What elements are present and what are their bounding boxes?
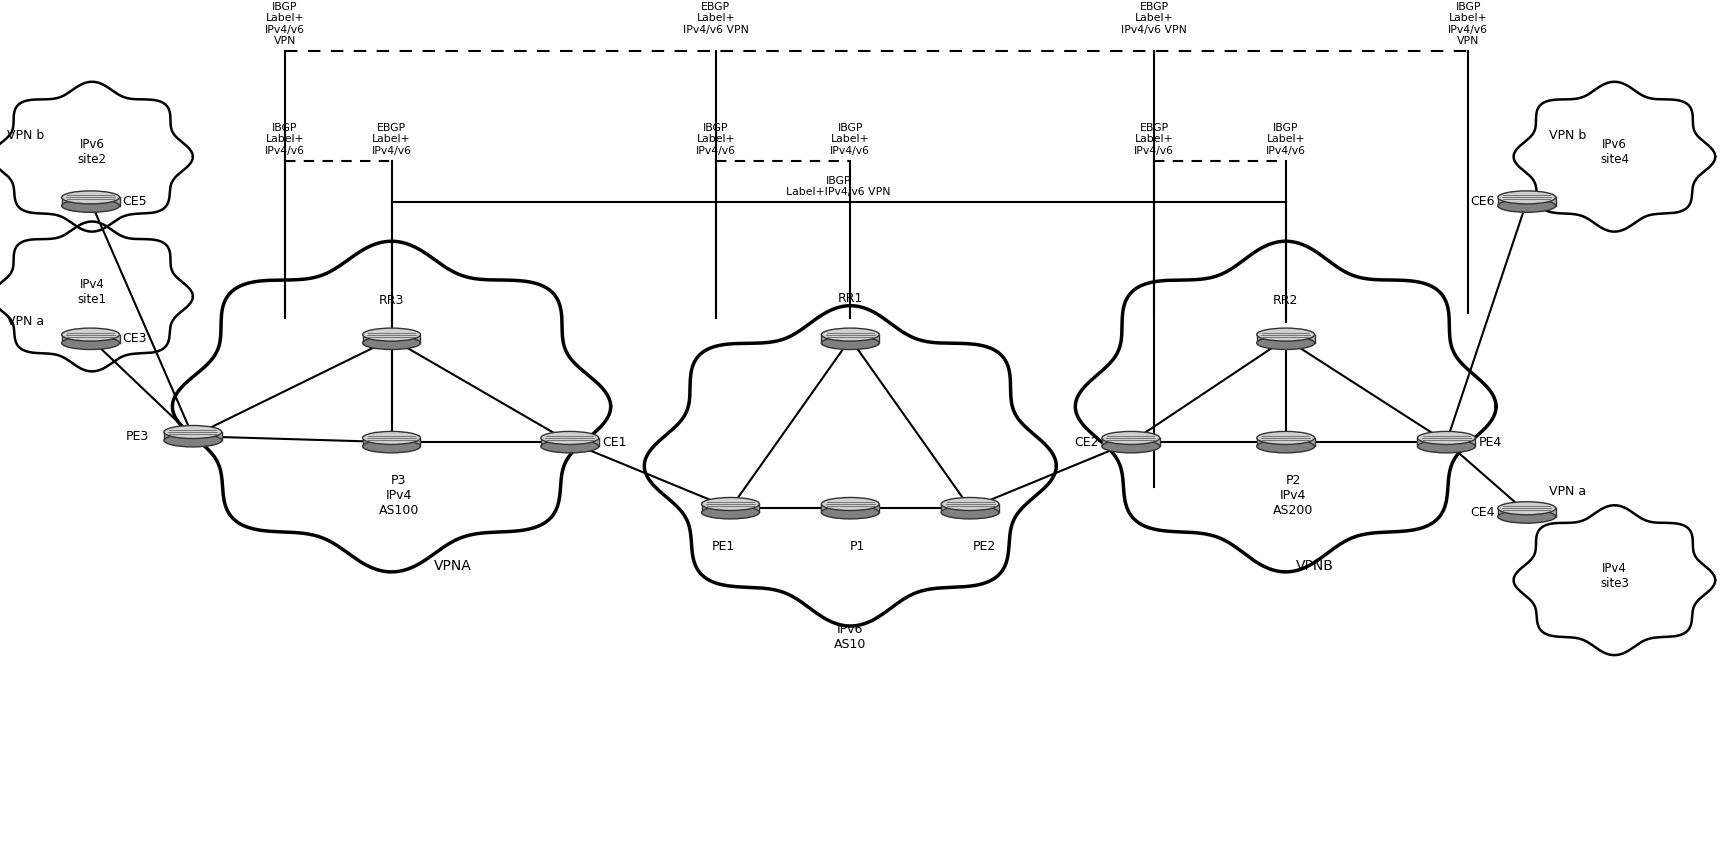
Text: IBGP
Label+
IPv4/v6: IBGP Label+ IPv4/v6 xyxy=(265,123,305,156)
Ellipse shape xyxy=(62,328,119,341)
Polygon shape xyxy=(820,335,879,343)
Polygon shape xyxy=(1513,506,1714,655)
Ellipse shape xyxy=(62,336,119,350)
Ellipse shape xyxy=(1416,440,1475,453)
Polygon shape xyxy=(362,335,420,343)
Ellipse shape xyxy=(701,506,760,519)
Ellipse shape xyxy=(1101,440,1160,453)
Text: IPv4
site1: IPv4 site1 xyxy=(78,278,107,307)
Ellipse shape xyxy=(820,497,879,511)
Polygon shape xyxy=(0,82,193,231)
Ellipse shape xyxy=(1497,199,1554,213)
Ellipse shape xyxy=(1497,191,1554,204)
Text: CE5: CE5 xyxy=(122,195,146,208)
Ellipse shape xyxy=(1101,431,1160,445)
Ellipse shape xyxy=(362,431,420,445)
Polygon shape xyxy=(164,432,222,440)
Text: IPv6
site2: IPv6 site2 xyxy=(78,138,107,167)
Text: RR2: RR2 xyxy=(1272,294,1297,307)
Polygon shape xyxy=(701,504,760,512)
Polygon shape xyxy=(62,197,119,206)
Text: EBGP
Label+
IPv4/v6: EBGP Label+ IPv4/v6 xyxy=(1134,123,1173,156)
Text: IBGP
Label+
IPv4/v6
VPN: IBGP Label+ IPv4/v6 VPN xyxy=(1447,2,1487,47)
Ellipse shape xyxy=(164,425,222,439)
Ellipse shape xyxy=(701,497,760,511)
Ellipse shape xyxy=(941,497,998,511)
Text: IBGP
Label+
IPv4/v6: IBGP Label+ IPv4/v6 xyxy=(1265,123,1304,156)
Polygon shape xyxy=(1416,438,1475,446)
Ellipse shape xyxy=(941,506,998,519)
Text: P1: P1 xyxy=(849,540,865,553)
Polygon shape xyxy=(172,241,610,572)
Ellipse shape xyxy=(62,199,119,213)
Polygon shape xyxy=(362,438,420,446)
Text: RR1: RR1 xyxy=(837,292,863,305)
Text: EBGP
Label+
IPv4/v6 VPN: EBGP Label+ IPv4/v6 VPN xyxy=(1120,2,1187,35)
Ellipse shape xyxy=(820,506,879,519)
Ellipse shape xyxy=(1256,440,1315,453)
Text: IPv4
site3: IPv4 site3 xyxy=(1599,562,1628,590)
Text: CE4: CE4 xyxy=(1470,506,1494,519)
Polygon shape xyxy=(941,504,998,512)
Text: IPv6
AS10: IPv6 AS10 xyxy=(834,623,867,650)
Polygon shape xyxy=(541,438,598,446)
Text: CE1: CE1 xyxy=(601,435,625,449)
Text: EBGP
Label+
IPv4/v6 VPN: EBGP Label+ IPv4/v6 VPN xyxy=(682,2,748,35)
Ellipse shape xyxy=(1497,510,1554,523)
Text: IBGP
Label+
IPv4/v6: IBGP Label+ IPv4/v6 xyxy=(830,123,870,156)
Text: PE2: PE2 xyxy=(972,540,996,553)
Polygon shape xyxy=(1497,508,1554,517)
Text: P2
IPv4
AS200: P2 IPv4 AS200 xyxy=(1272,474,1313,518)
Ellipse shape xyxy=(1416,431,1475,445)
Text: CE2: CE2 xyxy=(1073,435,1098,449)
Text: PE1: PE1 xyxy=(712,540,734,553)
Ellipse shape xyxy=(820,328,879,341)
Polygon shape xyxy=(1256,335,1315,343)
Polygon shape xyxy=(0,222,193,371)
Polygon shape xyxy=(62,335,119,343)
Ellipse shape xyxy=(820,336,879,350)
Text: VPN a: VPN a xyxy=(7,315,45,329)
Ellipse shape xyxy=(1256,336,1315,350)
Text: VPN b: VPN b xyxy=(7,129,45,142)
Ellipse shape xyxy=(362,440,420,453)
Polygon shape xyxy=(1075,241,1496,572)
Text: PE4: PE4 xyxy=(1478,435,1501,449)
Ellipse shape xyxy=(362,336,420,350)
Text: CE3: CE3 xyxy=(122,332,146,346)
Text: EBGP
Label+
IPv4/v6: EBGP Label+ IPv4/v6 xyxy=(372,123,412,156)
Polygon shape xyxy=(1513,82,1714,231)
Polygon shape xyxy=(1256,438,1315,446)
Polygon shape xyxy=(1101,438,1160,446)
Ellipse shape xyxy=(164,434,222,447)
Text: CE6: CE6 xyxy=(1470,195,1494,208)
Ellipse shape xyxy=(1497,501,1554,515)
Ellipse shape xyxy=(62,191,119,204)
Text: PE3: PE3 xyxy=(126,429,148,443)
Text: IBGP
Label+IPv4/v6 VPN: IBGP Label+IPv4/v6 VPN xyxy=(786,175,891,197)
Ellipse shape xyxy=(1256,328,1315,341)
Ellipse shape xyxy=(541,440,598,453)
Text: VPNB: VPNB xyxy=(1296,559,1334,573)
Text: IBGP
Label+
IPv4/v6: IBGP Label+ IPv4/v6 xyxy=(696,123,736,156)
Text: IPv6
site4: IPv6 site4 xyxy=(1599,138,1628,167)
Ellipse shape xyxy=(1256,431,1315,445)
Polygon shape xyxy=(644,306,1056,626)
Text: VPNA: VPNA xyxy=(434,559,472,573)
Ellipse shape xyxy=(541,431,598,445)
Polygon shape xyxy=(820,504,879,512)
Text: IBGP
Label+
IPv4/v6
VPN: IBGP Label+ IPv4/v6 VPN xyxy=(265,2,305,47)
Text: VPN a: VPN a xyxy=(1547,484,1585,498)
Text: VPN b: VPN b xyxy=(1547,129,1585,142)
Text: P3
IPv4
AS100: P3 IPv4 AS100 xyxy=(379,474,419,518)
Text: RR3: RR3 xyxy=(379,294,403,307)
Ellipse shape xyxy=(362,328,420,341)
Polygon shape xyxy=(1497,197,1554,206)
